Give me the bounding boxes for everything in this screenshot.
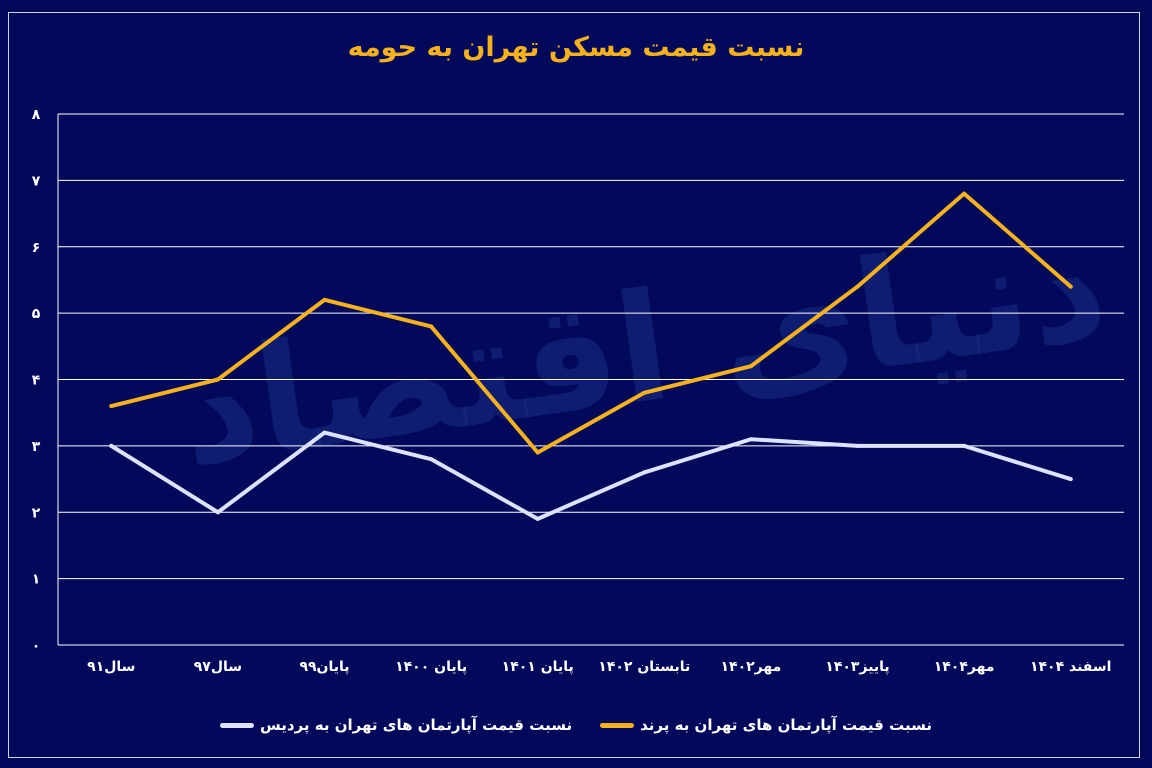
legend-item-pardis[interactable]: نسبت قیمت آپارتمان های تهران به پردیس [220, 716, 572, 734]
y-tick-label: ۰ [32, 638, 41, 654]
y-tick-label: ۴ [32, 373, 41, 389]
legend-item-parand[interactable]: نسبت قیمت آپارتمان های تهران به پرند [600, 716, 932, 734]
x-tick-label: سال۹۷ [194, 659, 242, 675]
data-point [109, 443, 114, 448]
x-tick-label: پایان ۱۴۰۱ [502, 659, 574, 675]
data-point [855, 284, 860, 289]
x-tick-label: تابستان ۱۴۰۲ [598, 659, 690, 675]
x-tick-label: پایان۹۹ [299, 659, 349, 675]
data-point [215, 377, 220, 382]
x-tick-label: اسفند ۱۴۰۴ [1030, 659, 1112, 675]
legend-swatch [600, 722, 635, 728]
data-point [1068, 477, 1073, 482]
legend-swatch [220, 722, 255, 728]
data-point [642, 470, 647, 475]
data-point [748, 364, 753, 369]
data-point [215, 510, 220, 515]
data-point [109, 404, 114, 409]
data-point [429, 457, 434, 462]
data-point [322, 297, 327, 302]
y-tick-label: ۳ [32, 439, 41, 455]
x-tick-label: سال۹۱ [87, 659, 135, 675]
y-tick-label: ۷ [32, 173, 41, 189]
x-tick-label: پایان ۱۴۰۰ [395, 659, 467, 675]
y-tick-label: ۵ [32, 306, 41, 322]
legend-label: نسبت قیمت آپارتمان های تهران به پردیس [260, 716, 573, 734]
data-point [535, 516, 540, 521]
series-line-1 [109, 430, 1073, 521]
data-point [642, 390, 647, 395]
legend-label: نسبت قیمت آپارتمان های تهران به پرند [640, 716, 932, 734]
chart-title: نسبت قیمت مسکن تهران به حومه [347, 32, 805, 63]
data-point [322, 430, 327, 435]
watermark-logo: دنیای اقتصاد [169, 198, 1117, 500]
x-tick-label: پاییز۱۴۰۳ [825, 659, 889, 675]
data-point [962, 443, 967, 448]
y-tick-label: ۶ [32, 240, 41, 256]
series-line-0 [109, 191, 1073, 455]
data-point [748, 437, 753, 442]
data-point [855, 443, 860, 448]
y-tick-label: ۸ [32, 107, 41, 123]
data-point [1068, 284, 1073, 289]
y-tick-label: ۱ [32, 572, 41, 588]
y-tick-label: ۲ [32, 505, 41, 521]
data-point [429, 324, 434, 329]
data-point [962, 191, 967, 196]
x-tick-label: مهر۱۴۰۲ [720, 659, 781, 675]
chart-frame [8, 12, 1140, 758]
data-point [535, 450, 540, 455]
legend: نسبت قیمت آپارتمان های تهران به پرند نسب… [0, 716, 1152, 734]
x-tick-label: مهر۱۴۰۴ [934, 659, 995, 675]
